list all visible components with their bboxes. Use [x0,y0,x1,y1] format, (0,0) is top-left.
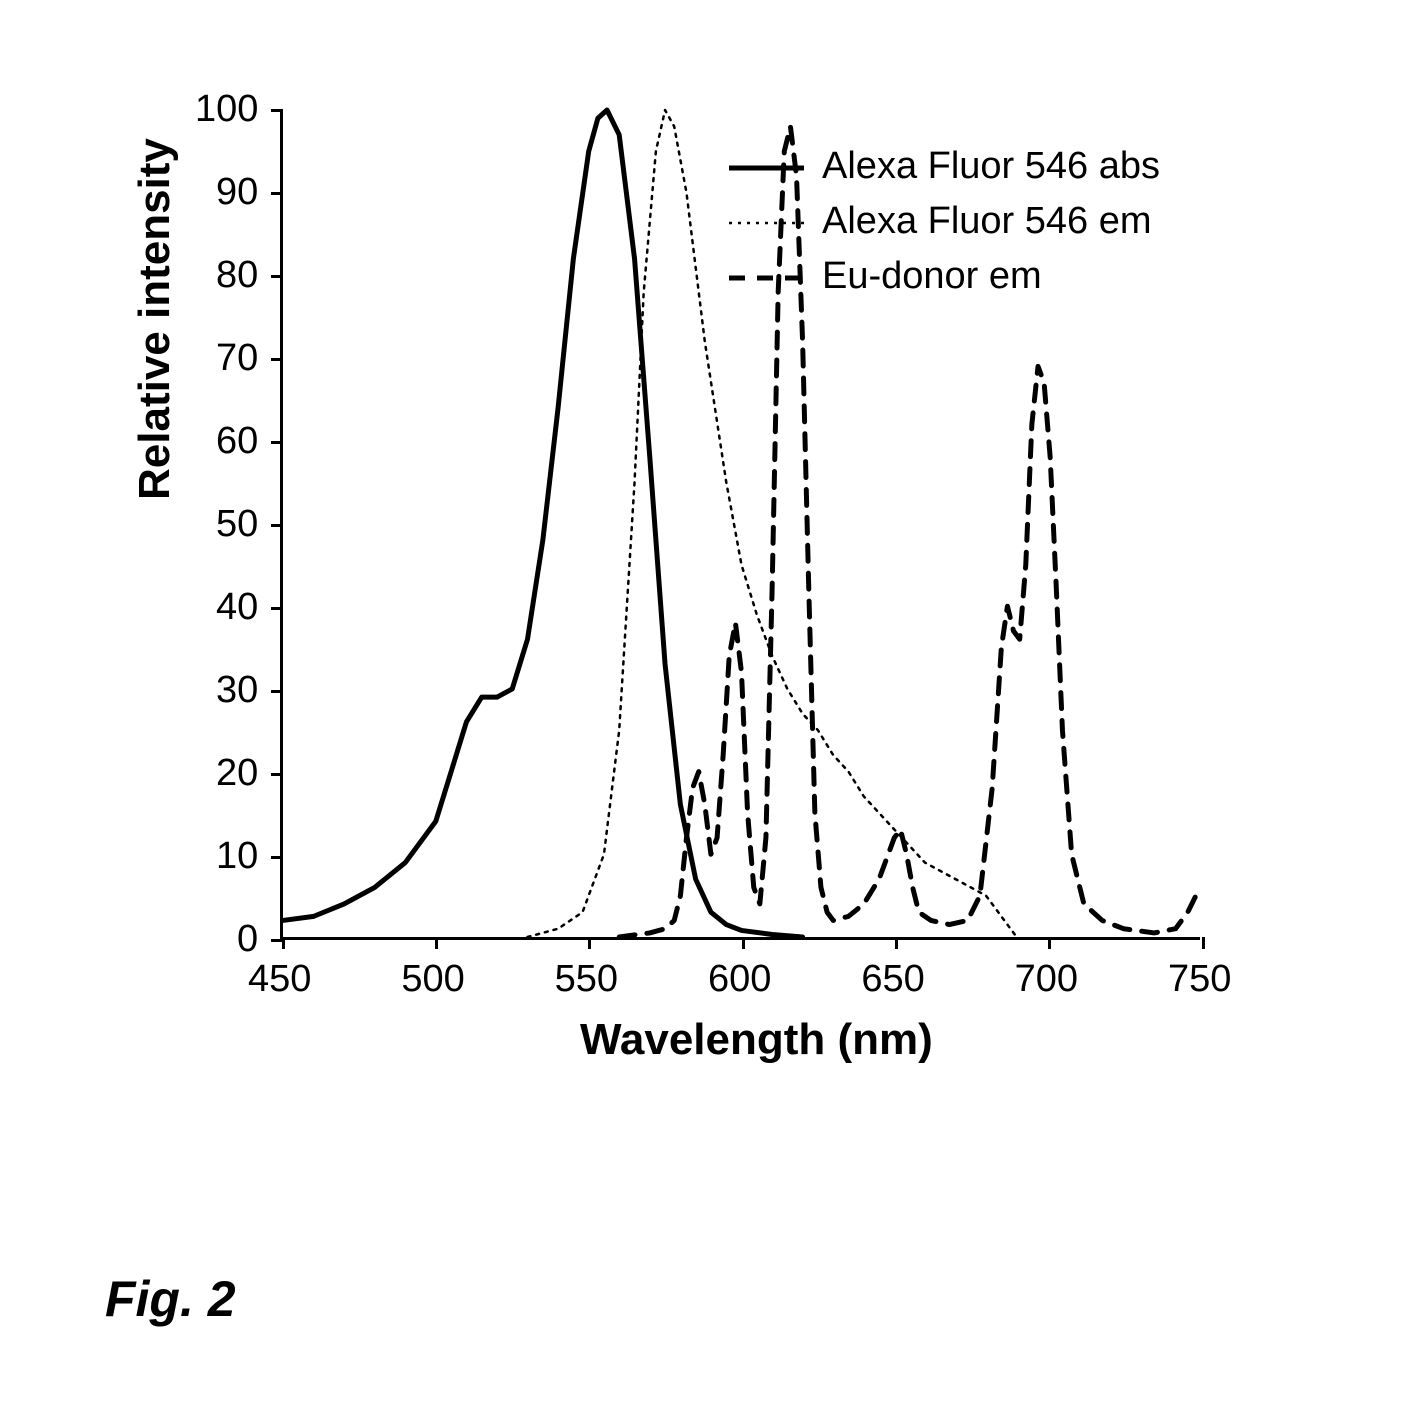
x-tick-label: 450 [248,958,311,1001]
legend-line [729,200,804,243]
legend-label: Alexa Fluor 546 abs [822,145,1160,188]
y-tick-label: 70 [216,337,258,380]
legend-line [729,255,804,298]
legend-label: Eu-donor em [822,255,1042,298]
x-tick-label: 700 [1015,958,1078,1001]
x-tick [1048,937,1051,949]
y-tick [271,690,283,693]
x-tick [435,937,438,949]
y-axis-label: Relative intensity [130,138,180,500]
series-alexa-fluor-546-abs [283,110,803,937]
x-tick [282,937,285,949]
legend-label: Alexa Fluor 546 em [822,200,1152,243]
y-tick-label: 40 [216,586,258,629]
x-tick-label: 650 [861,958,924,1001]
x-tick [1202,937,1205,949]
y-tick-label: 60 [216,420,258,463]
y-tick [271,192,283,195]
y-tick-label: 90 [216,171,258,214]
chart-container: Alexa Fluor 546 abs Alexa Fluor 546 em Eu-… [100,80,1250,1130]
figure-label: Fig. 2 [105,1270,236,1328]
y-tick [271,773,283,776]
x-tick [742,937,745,949]
x-axis-label: Wavelength (nm) [580,1015,933,1065]
y-tick [271,856,283,859]
legend: Alexa Fluor 546 abs Alexa Fluor 546 em Eu-… [729,145,1160,310]
x-tick-label: 500 [401,958,464,1001]
legend-item: Eu-donor em [729,255,1160,298]
legend-item: Alexa Fluor 546 em [729,200,1160,243]
legend-line [729,145,804,188]
y-tick-label: 30 [216,669,258,712]
x-tick [588,937,591,949]
y-tick [271,524,283,527]
x-tick-label: 600 [708,958,771,1001]
y-tick-label: 0 [237,918,258,961]
y-tick-label: 100 [195,88,258,131]
x-tick [895,937,898,949]
plot-area: Alexa Fluor 546 abs Alexa Fluor 546 em Eu-… [280,110,1200,940]
y-tick [271,358,283,361]
y-tick-label: 10 [216,835,258,878]
y-tick-label: 20 [216,752,258,795]
x-tick-label: 550 [555,958,618,1001]
y-tick-label: 50 [216,503,258,546]
x-tick-label: 750 [1168,958,1231,1001]
y-tick-label: 80 [216,254,258,297]
y-tick [271,275,283,278]
y-tick [271,109,283,112]
y-tick [271,441,283,444]
legend-item: Alexa Fluor 546 abs [729,145,1160,188]
y-tick [271,607,283,610]
